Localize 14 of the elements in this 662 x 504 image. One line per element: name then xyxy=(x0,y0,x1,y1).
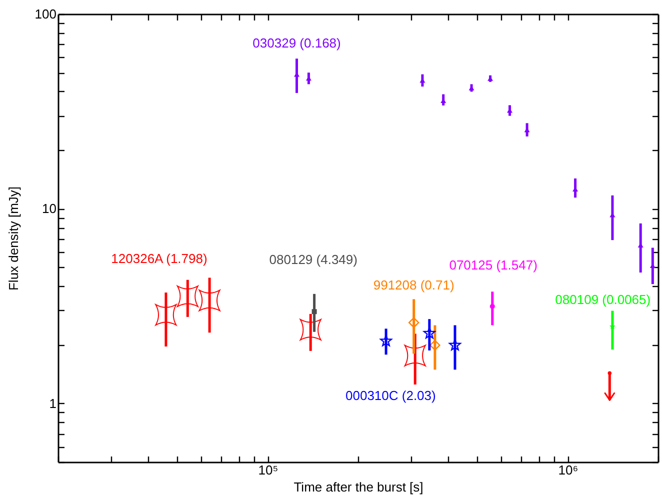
y-axis-title: Flux density [mJy] xyxy=(6,186,21,291)
series-label: 120326A (1.798) xyxy=(111,251,208,266)
y-tick-label: 1 xyxy=(49,396,56,411)
x-tick-label: 10⁶ xyxy=(558,462,578,478)
text: 080129 (4.349) xyxy=(269,252,358,268)
text: 991208 (0.71) xyxy=(373,277,454,292)
x-axis-title: Time after the burst [s] xyxy=(294,480,424,494)
x-tick-label: 10⁵ xyxy=(258,462,278,478)
text: 030329 (0.168) xyxy=(252,35,341,50)
text: 000310C (2.03) xyxy=(346,388,436,404)
y-tick-label: 10 xyxy=(42,201,56,216)
y-tick-label: 100 xyxy=(34,6,56,22)
text: 070125 (1.547) xyxy=(449,258,538,273)
series-label: 080109 (0.0065) xyxy=(555,292,651,308)
